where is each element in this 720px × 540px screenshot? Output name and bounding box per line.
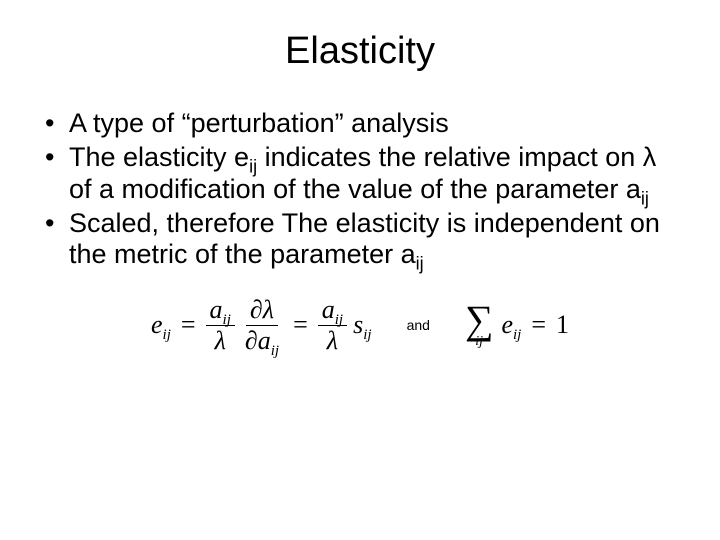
bullet-list: A type of “perturbation” analysis The el… <box>45 108 675 271</box>
bullet-item: The elasticity eij indicates the relativ… <box>45 142 675 206</box>
elasticity-formula: eij = aij λ ∂λ ∂aij = aij λ sij <box>151 296 372 354</box>
bullet-text: The elasticity e <box>69 142 249 172</box>
fraction: aij λ <box>318 296 347 354</box>
bullet-item: A type of “perturbation” analysis <box>45 108 675 140</box>
equals-sign: = <box>527 310 550 340</box>
sum-formula: ∑ ij eij = 1 <box>465 304 569 347</box>
fraction: aij λ <box>206 296 235 354</box>
denominator: λ <box>211 326 230 354</box>
equals-sign: = <box>289 310 312 340</box>
fraction: ∂λ ∂aij <box>241 296 283 354</box>
equals-sign: = <box>177 310 200 340</box>
var-e: eij <box>501 310 521 340</box>
denominator: λ <box>323 326 342 354</box>
subscript: ij <box>641 188 649 208</box>
bullet-text: A type of “perturbation” analysis <box>69 108 449 138</box>
connector-and: and <box>407 317 430 333</box>
var-s: sij <box>353 310 371 340</box>
var-e: eij <box>151 310 171 340</box>
slide: Elasticity A type of “perturbation” anal… <box>0 0 720 540</box>
numerator: ∂λ <box>246 296 278 325</box>
sigma-symbol: ∑ <box>465 304 494 336</box>
bullet-item: Scaled, therefore The elasticity is inde… <box>45 208 675 272</box>
formula-row: eij = aij λ ∂λ ∂aij = aij λ sij and ∑ ij <box>45 296 675 354</box>
sum-subscript: ij <box>475 336 483 347</box>
denominator: ∂aij <box>241 326 283 354</box>
numerator: aij <box>318 296 347 325</box>
sum-icon: ∑ ij <box>465 304 494 347</box>
value-one: 1 <box>556 310 569 340</box>
bullet-text: Scaled, therefore The elasticity is inde… <box>69 208 660 270</box>
subscript: ij <box>416 254 424 274</box>
slide-title: Elasticity <box>45 30 675 73</box>
numerator: aij <box>206 296 235 325</box>
